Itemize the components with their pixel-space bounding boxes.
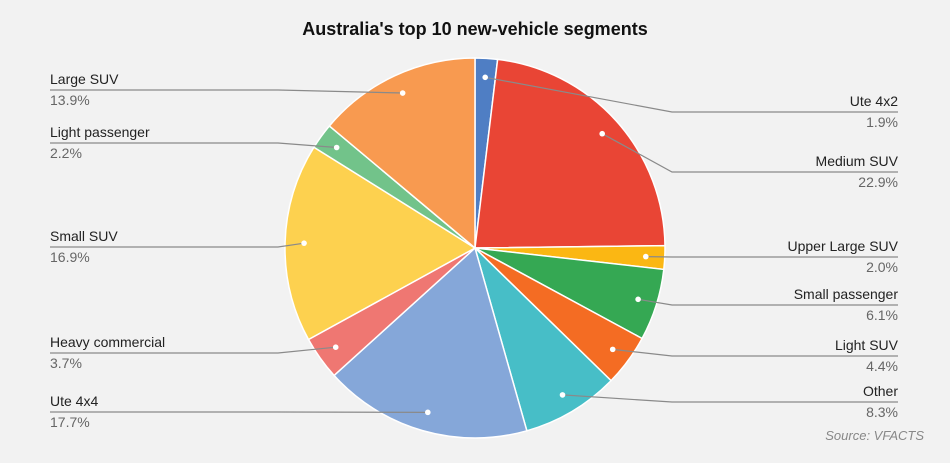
slice-labels: Ute 4x2 1.9% Medium SUV 22.9% Upper Large SU… [50,71,899,430]
slice-small-suv [284,146,477,341]
slice-label-ute-4x4: Ute 4x4 [50,393,98,409]
leader-lines [50,74,898,416]
leader-line-light-passenger [50,142,337,149]
slice-value-small-suv: 16.9% [50,249,90,265]
slice-marker-light-passenger [333,144,340,151]
slice-value-light-suv: 4.4% [866,358,898,374]
leader-line-large-suv [50,89,403,94]
leader-line-small-suv [50,242,305,248]
leader-line-light-suv [612,348,898,357]
slice-value-heavy-commercial: 3.7% [50,355,82,371]
slice-ute-4x4 [333,246,528,439]
slice-medium-suv [474,58,666,249]
slice-label-medium-suv: Medium SUV [816,153,899,169]
slice-label-upper-large-suv: Upper Large SUV [787,238,898,254]
leader-line-small-passenger [638,298,898,306]
slice-label-heavy-commercial: Heavy commercial [50,334,165,350]
leader-line-ute-4x2 [485,76,898,113]
slice-label-light-suv: Light SUV [835,337,899,353]
slice-marker-upper-large-suv [642,253,649,260]
slice-value-small-passenger: 6.1% [866,307,898,323]
slice-value-other: 8.3% [866,404,898,420]
slice-marker-large-suv [399,90,406,96]
slice-other [473,245,613,432]
source-note: Source: VFACTS [825,428,924,443]
slice-label-ute-4x2: Ute 4x2 [850,93,898,109]
slice-value-ute-4x2: 1.9% [866,114,898,130]
slice-large-suv [328,57,476,250]
slice-marker-light-suv [609,346,616,353]
slice-marker-small-passenger [635,296,641,303]
slice-label-other: Other [863,383,898,399]
leader-line-heavy-commercial [50,346,336,354]
slice-value-large-suv: 13.9% [50,92,90,108]
slice-marker-ute-4x2 [482,74,489,81]
leader-line-other [562,394,898,403]
slice-label-small-passenger: Small passenger [794,286,899,302]
slice-marker-medium-suv [599,130,605,137]
slice-value-light-passenger: 2.2% [50,145,82,161]
slice-marker-ute-4x4 [425,409,431,416]
slice-value-ute-4x4: 17.7% [50,414,90,430]
pie-slices [284,57,666,439]
slice-marker-small-suv [301,240,307,246]
slice-value-medium-suv: 22.9% [858,174,898,190]
slice-marker-heavy-commercial [332,344,339,351]
slice-marker-other [559,392,566,398]
slice-label-light-passenger: Light passenger [50,124,150,140]
leader-line-medium-suv [601,133,898,173]
chart-title: Australia's top 10 new-vehicle segments [302,19,647,39]
slice-label-large-suv: Large SUV [50,71,119,87]
slice-label-small-suv: Small SUV [50,228,118,244]
slice-value-upper-large-suv: 2.0% [866,259,898,275]
